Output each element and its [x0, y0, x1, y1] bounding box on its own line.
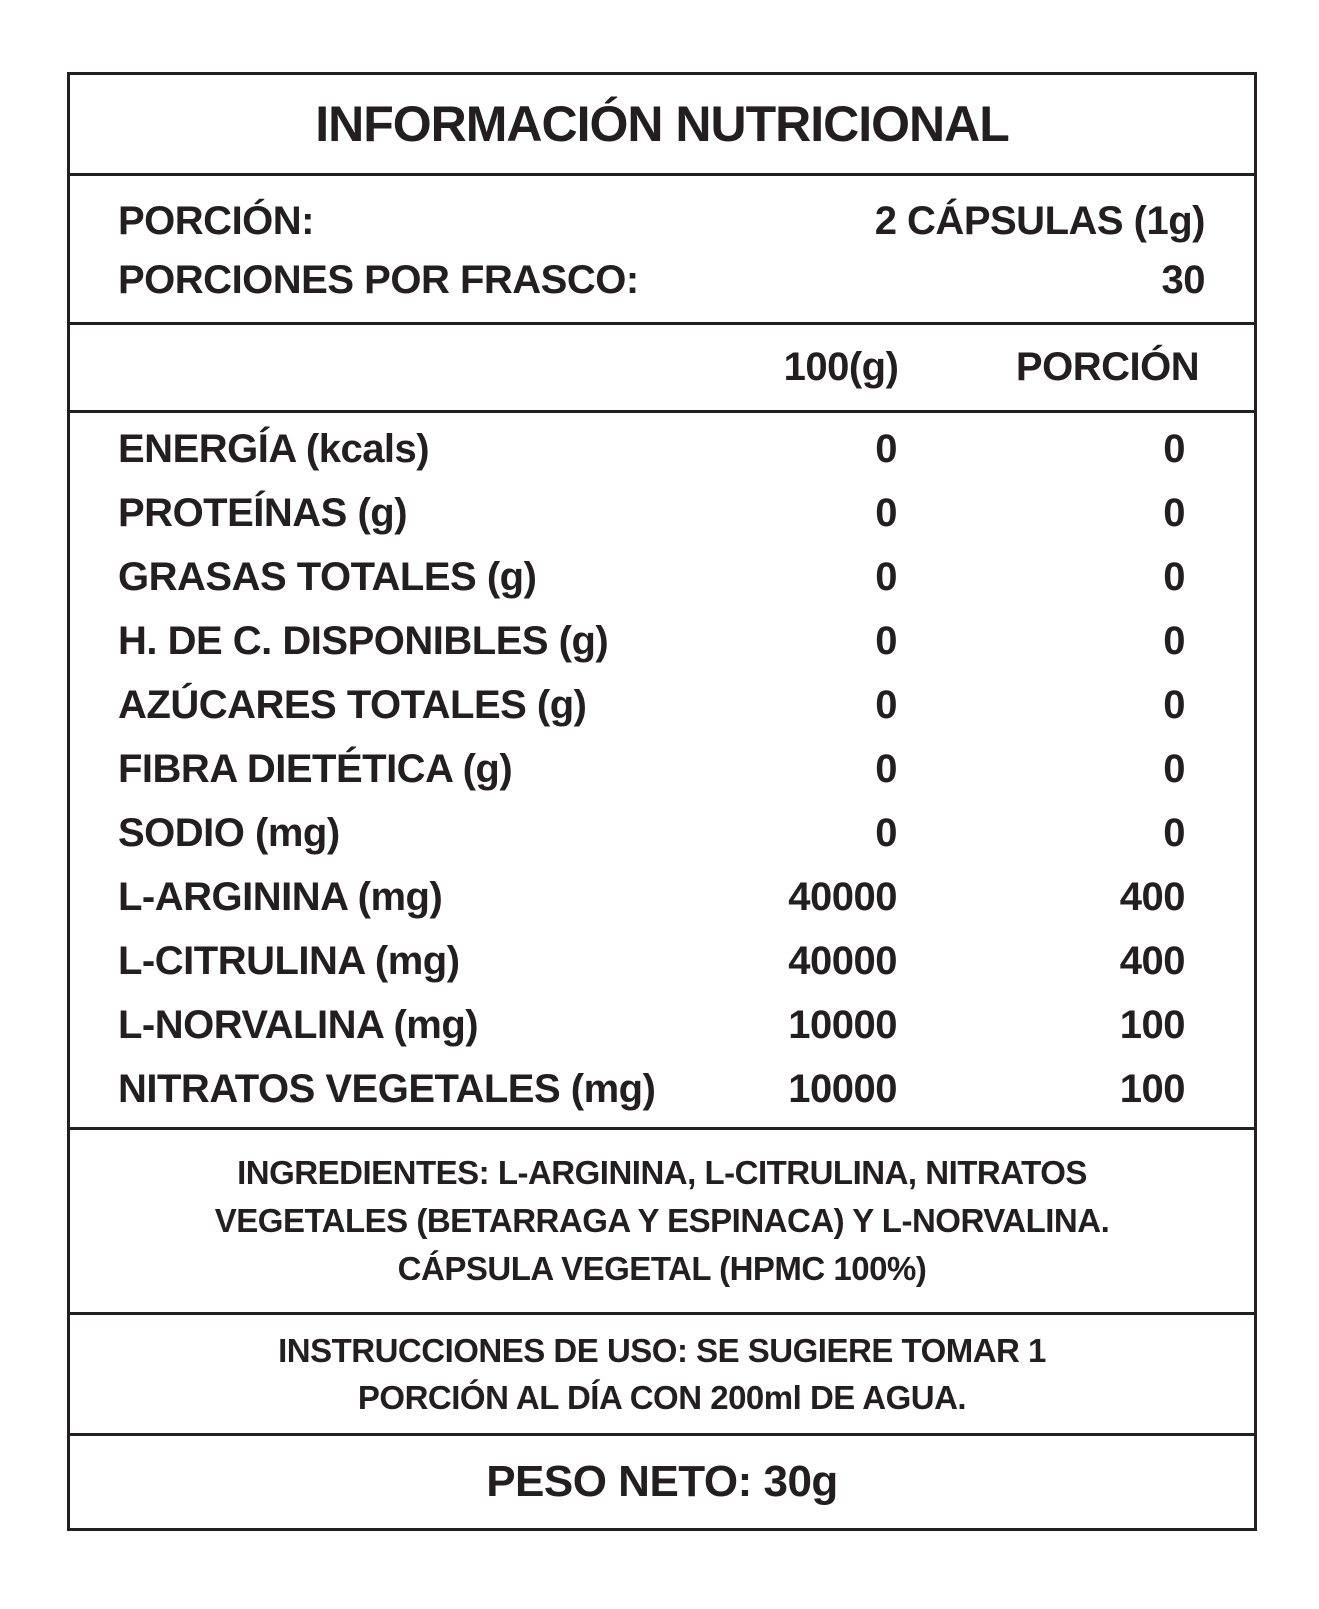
nutrient-value-per-100g: 0: [875, 810, 897, 855]
nutrient-name: PROTEÍNAS (g): [118, 490, 408, 535]
table-row: ENERGÍA (kcals) 0 0: [70, 417, 1254, 481]
nutrient-value-per-100g: 10000: [788, 1066, 897, 1111]
servings-per-container-value: 30: [1161, 258, 1206, 302]
serving-size-label: PORCIÓN:: [118, 199, 315, 243]
instructions-line: PORCIÓN AL DÍA CON 200ml DE AGUA.: [357, 1379, 967, 1416]
nutrient-value-per-100g: 40000: [788, 938, 897, 983]
nutrient-value-per-portion: 0: [1163, 426, 1185, 471]
nutrient-value-per-portion: 400: [1119, 938, 1186, 983]
instructions-section: INSTRUCCIONES DE USO: SE SUGIERE TOMAR 1…: [70, 1312, 1254, 1433]
nutrient-value-per-100g: 0: [875, 746, 897, 791]
nutrient-value-per-portion: 0: [1163, 490, 1185, 535]
nutrient-name: GRASAS TOTALES (g): [118, 554, 537, 599]
table-row: GRASAS TOTALES (g) 0 0: [70, 545, 1254, 609]
nutrient-value-per-portion: 100: [1119, 1066, 1186, 1111]
nutrient-name: SODIO (mg): [118, 810, 340, 855]
nutrient-value-per-portion: 400: [1119, 874, 1186, 919]
title-section: INFORMACIÓN NUTRICIONAL: [70, 75, 1254, 173]
nutrient-value-per-portion: 100: [1119, 1002, 1186, 1047]
table-row: H. DE C. DISPONIBLES (g) 0 0: [70, 609, 1254, 673]
servings-per-container-label: PORCIONES POR FRASCO:: [118, 258, 639, 302]
nutrient-name: L-CITRULINA (mg): [118, 938, 460, 983]
table-row: NITRATOS VEGETALES (mg) 10000 100: [70, 1057, 1254, 1121]
table-row: SODIO (mg) 0 0: [70, 801, 1254, 865]
ingredients-line: CÁPSULA VEGETAL (HPMC 100%): [397, 1250, 927, 1287]
serving-size-value: 2 CÁPSULAS (1g): [874, 199, 1206, 243]
nutrient-value-per-100g: 0: [875, 554, 897, 599]
page-title: INFORMACIÓN NUTRICIONAL: [315, 96, 1010, 152]
nutrient-value-per-100g: 0: [875, 618, 897, 663]
serving-section: PORCIÓN: 2 CÁPSULAS (1g) PORCIONES POR F…: [70, 173, 1254, 322]
ingredients-line: VEGETALES (BETARRAGA Y ESPINACA) Y L-NOR…: [214, 1202, 1110, 1239]
table-row: L-ARGININA (mg) 40000 400: [70, 865, 1254, 929]
table-row: FIBRA DIETÉTICA (g) 0 0: [70, 737, 1254, 801]
nutrient-name: L-NORVALINA (mg): [118, 1002, 479, 1047]
nutrient-value-per-100g: 0: [875, 490, 897, 535]
instructions-line: INSTRUCCIONES DE USO: SE SUGIERE TOMAR 1: [278, 1332, 1046, 1369]
nutrient-value-per-portion: 0: [1163, 618, 1185, 663]
nutrient-value-per-portion: 0: [1163, 682, 1185, 727]
net-weight-section: PESO NETO: 30g: [70, 1433, 1254, 1528]
nutrient-name: L-ARGININA (mg): [118, 874, 443, 919]
nutrition-label: INFORMACIÓN NUTRICIONAL PORCIÓN: 2 CÁPSU…: [67, 72, 1257, 1531]
nutrient-name: NITRATOS VEGETALES (mg): [118, 1066, 656, 1111]
table-row: L-NORVALINA (mg) 10000 100: [70, 993, 1254, 1057]
net-weight-value: PESO NETO: 30g: [486, 1457, 838, 1506]
table-header-row: 100(g) PORCIÓN: [70, 322, 1254, 410]
column-header-per-100g: 100(g): [783, 345, 899, 389]
nutrient-value-per-100g: 0: [875, 426, 897, 471]
serving-size-row: PORCIÓN: 2 CÁPSULAS (1g): [118, 192, 1206, 251]
nutrient-name: AZÚCARES TOTALES (g): [118, 682, 587, 727]
nutrients-table: ENERGÍA (kcals) 0 0 PROTEÍNAS (g) 0 0 GR…: [70, 410, 1254, 1127]
nutrient-value-per-portion: 0: [1163, 554, 1185, 599]
servings-per-container-row: PORCIONES POR FRASCO: 30: [118, 251, 1205, 310]
nutrient-value-per-portion: 0: [1163, 746, 1185, 791]
ingredients-section: INGREDIENTES: L-ARGININA, L-CITRULINA, N…: [70, 1127, 1254, 1312]
nutrient-name: ENERGÍA (kcals): [118, 426, 430, 471]
nutrient-value-per-100g: 40000: [788, 874, 897, 919]
nutrient-value-per-portion: 0: [1163, 810, 1185, 855]
nutrient-name: FIBRA DIETÉTICA (g): [118, 746, 513, 791]
nutrient-name: H. DE C. DISPONIBLES (g): [118, 618, 609, 663]
ingredients-line: INGREDIENTES: L-ARGININA, L-CITRULINA, N…: [237, 1154, 1087, 1191]
table-row: PROTEÍNAS (g) 0 0: [70, 481, 1254, 545]
table-row: AZÚCARES TOTALES (g) 0 0: [70, 673, 1254, 737]
column-header-per-portion: PORCIÓN: [1015, 345, 1200, 389]
nutrient-value-per-100g: 0: [875, 682, 897, 727]
table-row: L-CITRULINA (mg) 40000 400: [70, 929, 1254, 993]
nutrient-value-per-100g: 10000: [788, 1002, 897, 1047]
